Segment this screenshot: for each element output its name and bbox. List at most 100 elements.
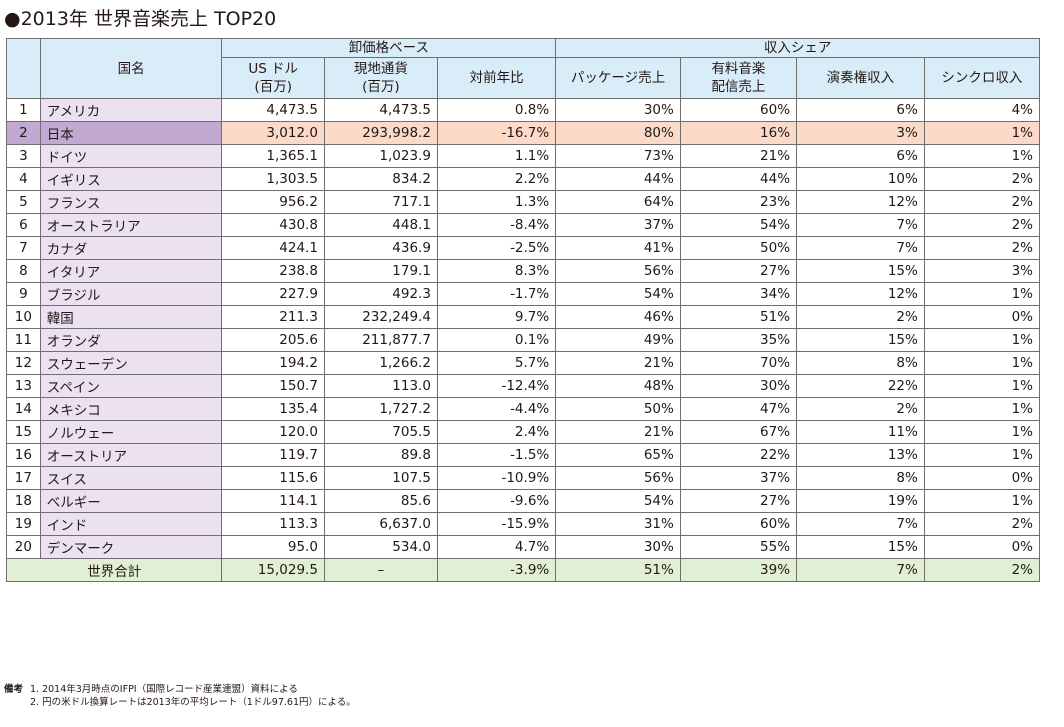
yoy-cell: -1.7% <box>436 282 557 306</box>
rank-cell: 11 <box>6 328 41 352</box>
performance-rights-cell: 7% <box>796 512 925 536</box>
country-cell: スイス <box>39 466 223 490</box>
digital-sales-cell: 51% <box>679 305 798 329</box>
sync-revenue-cell: 1% <box>923 374 1041 398</box>
local-currency-cell: 492.3 <box>323 282 438 306</box>
rank-cell: 6 <box>6 213 41 237</box>
table-row: 16 オーストリア 119.7 89.8 -1.5% 65% 22% 13% 1% <box>6 443 1041 467</box>
country-cell: フランス <box>39 190 223 214</box>
package-sales-cell: 56% <box>555 259 681 283</box>
rank-cell: 17 <box>6 466 41 490</box>
country-cell: 韓国 <box>39 305 223 329</box>
yoy-cell: 5.7% <box>436 351 557 375</box>
local-currency-cell: 113.0 <box>323 374 438 398</box>
local-currency-cell: 232,249.4 <box>323 305 438 329</box>
table-row: 1 アメリカ 4,473.5 4,473.5 0.8% 30% 60% 6% 4% <box>6 98 1041 122</box>
performance-rights-cell: 6% <box>796 144 925 168</box>
sync-revenue-cell: 1% <box>923 443 1041 467</box>
sync-revenue-cell: 4% <box>923 98 1041 122</box>
rank-cell: 9 <box>6 282 41 306</box>
digital-sales-cell: 34% <box>679 282 798 306</box>
usd-cell: 238.8 <box>221 259 325 283</box>
sync-revenue-cell: 1% <box>923 282 1041 306</box>
performance-rights-cell: 7% <box>796 236 925 260</box>
sync-revenue-cell: 0% <box>923 535 1041 559</box>
music-sales-table: 国名 卸価格ベース 収入シェア US ドル (百万) 現地通貨 (百万) 対前年比パ… <box>5 38 1041 582</box>
rank-cell: 3 <box>6 144 41 168</box>
yoy-cell: 9.7% <box>436 305 557 329</box>
digital-sales-cell: 67% <box>679 420 798 444</box>
rank-cell: 15 <box>6 420 41 444</box>
local-currency-cell: 705.5 <box>323 420 438 444</box>
usd-cell: 120.0 <box>221 420 325 444</box>
local-currency-cell: 4,473.5 <box>323 98 438 122</box>
rank-cell: 10 <box>6 305 41 329</box>
performance-rights-cell: 6% <box>796 98 925 122</box>
performance-rights-cell: 15% <box>796 535 925 559</box>
digital-sales-cell: 50% <box>679 236 798 260</box>
note-line: 2. 円の米ドル換算レートは2013年の平均レート（1ドル97.61円）による。 <box>30 697 356 708</box>
yoy-cell: 1.1% <box>436 144 557 168</box>
country-cell: ノルウェー <box>39 420 223 444</box>
notes-label: 備考 <box>4 684 24 695</box>
package-sales-cell: 80% <box>555 121 681 145</box>
package-sales-cell: 31% <box>555 512 681 536</box>
local-currency-cell: 834.2 <box>323 167 438 191</box>
country-cell: オーストリア <box>39 443 223 467</box>
country-cell: ドイツ <box>39 144 223 168</box>
digital-sales-cell: 60% <box>679 512 798 536</box>
country-cell: デンマーク <box>39 535 223 559</box>
notes: 備考 1. 2014年3月時点のIFPI（国際レコード産業連盟）資料による 2. … <box>4 683 356 709</box>
table-row: 15 ノルウェー 120.0 705.5 2.4% 21% 67% 11% 1% <box>6 420 1041 444</box>
performance-rights-cell: 15% <box>796 328 925 352</box>
local-currency-header: 現地通貨 (百万) <box>323 57 438 99</box>
total-local-currency-cell: – <box>323 558 438 582</box>
performance-rights-header: 演奏権収入 <box>796 57 925 99</box>
digital-sales-cell: 21% <box>679 144 798 168</box>
table-row: 19 インド 113.3 6,637.0 -15.9% 31% 60% 7% 2% <box>6 512 1041 536</box>
package-sales-cell: 30% <box>555 98 681 122</box>
table-row: 11 オランダ 205.6 211,877.7 0.1% 49% 35% 15% 1% <box>6 328 1041 352</box>
digital-sales-cell: 60% <box>679 98 798 122</box>
rank-cell: 14 <box>6 397 41 421</box>
yoy-cell: 4.7% <box>436 535 557 559</box>
yoy-cell: -9.6% <box>436 489 557 513</box>
yoy-cell: -15.9% <box>436 512 557 536</box>
package-sales-cell: 30% <box>555 535 681 559</box>
yoy-cell: 2.4% <box>436 420 557 444</box>
digital-sales-cell: 22% <box>679 443 798 467</box>
table-row: 3 ドイツ 1,365.1 1,023.9 1.1% 73% 21% 6% 1% <box>6 144 1041 168</box>
country-cell: カナダ <box>39 236 223 260</box>
digital-sales-cell: 27% <box>679 489 798 513</box>
table-row: 13 スペイン 150.7 113.0 -12.4% 48% 30% 22% 1% <box>6 374 1041 398</box>
rank-cell: 4 <box>6 167 41 191</box>
usd-cell: 119.7 <box>221 443 325 467</box>
usd-cell: 1,365.1 <box>221 144 325 168</box>
country-cell: ベルギー <box>39 489 223 513</box>
local-currency-cell: 293,998.2 <box>323 121 438 145</box>
local-currency-cell: 107.5 <box>323 466 438 490</box>
local-currency-cell: 1,023.9 <box>323 144 438 168</box>
sync-revenue-cell: 2% <box>923 213 1041 237</box>
table-row: 6 オーストラリア 430.8 448.1 -8.4% 37% 54% 7% 2% <box>6 213 1041 237</box>
package-sales-cell: 54% <box>555 282 681 306</box>
usd-cell: 95.0 <box>221 535 325 559</box>
country-cell: アメリカ <box>39 98 223 122</box>
performance-rights-cell: 22% <box>796 374 925 398</box>
digital-sales-cell: 27% <box>679 259 798 283</box>
performance-rights-cell: 12% <box>796 282 925 306</box>
country-cell: ブラジル <box>39 282 223 306</box>
performance-rights-cell: 2% <box>796 305 925 329</box>
rank-cell: 18 <box>6 489 41 513</box>
usd-cell: 115.6 <box>221 466 325 490</box>
rank-cell: 1 <box>6 98 41 122</box>
digital-sales-cell: 54% <box>679 213 798 237</box>
usd-header: US ドル (百万) <box>221 57 325 99</box>
sync-revenue-cell: 1% <box>923 351 1041 375</box>
usd-cell: 424.1 <box>221 236 325 260</box>
sync-revenue-cell: 2% <box>923 167 1041 191</box>
table-row: 14 メキシコ 135.4 1,727.2 -4.4% 50% 47% 2% 1% <box>6 397 1041 421</box>
performance-rights-cell: 13% <box>796 443 925 467</box>
total-sync-revenue-cell: 2% <box>923 558 1041 582</box>
total-usd-cell: 15,029.5 <box>221 558 325 582</box>
